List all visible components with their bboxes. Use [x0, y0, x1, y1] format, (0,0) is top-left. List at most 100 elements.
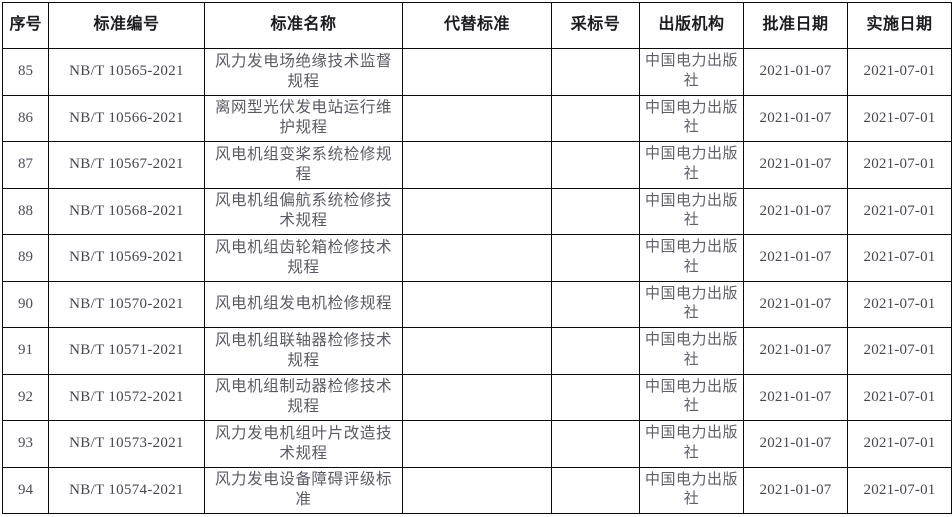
- cell-appr: 2021-01-07: [743, 373, 848, 421]
- cell-appr: 2021-01-07: [743, 94, 848, 142]
- cell-seq: 88: [2, 187, 49, 235]
- cell-code: NB/T 10566-2021: [48, 94, 205, 142]
- cell-adopt: [551, 280, 640, 328]
- cell-impl: 2021-07-01: [847, 234, 952, 282]
- cell-super: [402, 234, 552, 282]
- cell-code: NB/T 10569-2021: [48, 234, 205, 282]
- cell-impl: 2021-07-01: [847, 373, 952, 421]
- cell-appr: 2021-01-07: [743, 327, 848, 375]
- cell-seq: 87: [2, 141, 49, 189]
- cell-adopt: [551, 187, 640, 235]
- cell-super: [402, 280, 552, 328]
- cell-adopt: [551, 466, 640, 514]
- cell-impl: 2021-07-01: [847, 187, 952, 235]
- cell-pub: 中国电力出版社: [639, 327, 744, 375]
- table-row: 90 NB/T 10570-2021 风电机组发电机检修规程 中国电力出版社 2021-…: [2, 280, 952, 328]
- cell-seq: 85: [2, 48, 49, 96]
- cell-impl: 2021-07-01: [847, 466, 952, 514]
- table-row: 88 NB/T 10568-2021 风电机组偏航系统检修技术规程 中国电力出版社 20…: [2, 187, 952, 235]
- table-body: 85 NB/T 10565-2021 风力发电场绝缘技术监督规程 中国电力出版社 202…: [2, 48, 952, 514]
- cell-name: 风电机组联轴器检修技术规程: [204, 327, 403, 375]
- cell-super: [402, 48, 552, 96]
- cell-impl: 2021-07-01: [847, 48, 952, 96]
- cell-impl: 2021-07-01: [847, 327, 952, 375]
- cell-seq: 92: [2, 373, 49, 421]
- cell-pub: 中国电力出版社: [639, 466, 744, 514]
- cell-pub: 中国电力出版社: [639, 141, 744, 189]
- cell-impl: 2021-07-01: [847, 94, 952, 142]
- column-header-adopt: 采标号: [551, 2, 640, 49]
- cell-code: NB/T 10565-2021: [48, 48, 205, 96]
- table-row: 85 NB/T 10565-2021 风力发电场绝缘技术监督规程 中国电力出版社 202…: [2, 48, 952, 96]
- cell-adopt: [551, 327, 640, 375]
- table-row: 94 NB/T 10574-2021 风力发电设备障碍评级标准 中国电力出版社 2021…: [2, 466, 952, 514]
- column-header-pub: 出版机构: [639, 2, 744, 49]
- cell-name: 风电机组发电机检修规程: [204, 280, 403, 328]
- cell-adopt: [551, 234, 640, 282]
- cell-name: 风力发电设备障碍评级标准: [204, 466, 403, 514]
- cell-appr: 2021-01-07: [743, 280, 848, 328]
- cell-pub: 中国电力出版社: [639, 234, 744, 282]
- cell-seq: 89: [2, 234, 49, 282]
- cell-seq: 91: [2, 327, 49, 375]
- cell-code: NB/T 10570-2021: [48, 280, 205, 328]
- table-row: 89 NB/T 10569-2021 风电机组齿轮箱检修技术规程 中国电力出版社 202…: [2, 234, 952, 282]
- column-header-name: 标准名称: [204, 2, 403, 49]
- cell-pub: 中国电力出版社: [639, 187, 744, 235]
- cell-adopt: [551, 48, 640, 96]
- cell-code: NB/T 10573-2021: [48, 420, 205, 468]
- cell-pub: 中国电力出版社: [639, 373, 744, 421]
- cell-super: [402, 327, 552, 375]
- cell-code: NB/T 10574-2021: [48, 466, 205, 514]
- cell-appr: 2021-01-07: [743, 466, 848, 514]
- cell-seq: 93: [2, 420, 49, 468]
- column-header-appr: 批准日期: [743, 2, 848, 49]
- cell-appr: 2021-01-07: [743, 187, 848, 235]
- table-row: 92 NB/T 10572-2021 风电机组制动器检修技术规程 中国电力出版社 202…: [2, 373, 952, 421]
- table-row: 86 NB/T 10566-2021 离网型光伏发电站运行维护规程 中国电力出版社 20…: [2, 94, 952, 142]
- cell-impl: 2021-07-01: [847, 141, 952, 189]
- cell-appr: 2021-01-07: [743, 420, 848, 468]
- cell-super: [402, 187, 552, 235]
- cell-name: 风电机组制动器检修技术规程: [204, 373, 403, 421]
- column-header-super: 代替标准: [402, 2, 552, 49]
- cell-name: 风电机组变桨系统检修规程: [204, 141, 403, 189]
- cell-code: NB/T 10567-2021: [48, 141, 205, 189]
- cell-super: [402, 94, 552, 142]
- cell-adopt: [551, 373, 640, 421]
- table-row: 91 NB/T 10571-2021 风电机组联轴器检修技术规程 中国电力出版社 202…: [2, 327, 952, 375]
- cell-adopt: [551, 420, 640, 468]
- cell-super: [402, 420, 552, 468]
- cell-super: [402, 466, 552, 514]
- cell-pub: 中国电力出版社: [639, 48, 744, 96]
- cell-impl: 2021-07-01: [847, 420, 952, 468]
- table-row: 93 NB/T 10573-2021 风力发电机组叶片改造技术规程 中国电力出版社 20…: [2, 420, 952, 468]
- cell-super: [402, 373, 552, 421]
- cell-code: NB/T 10572-2021: [48, 373, 205, 421]
- column-header-impl: 实施日期: [847, 2, 952, 49]
- cell-appr: 2021-01-07: [743, 48, 848, 96]
- cell-adopt: [551, 141, 640, 189]
- cell-pub: 中国电力出版社: [639, 420, 744, 468]
- column-header-seq: 序号: [2, 2, 49, 49]
- cell-name: 风电机组偏航系统检修技术规程: [204, 187, 403, 235]
- column-header-code: 标准编号: [48, 2, 205, 49]
- cell-seq: 94: [2, 466, 49, 514]
- cell-pub: 中国电力出版社: [639, 94, 744, 142]
- cell-appr: 2021-01-07: [743, 234, 848, 282]
- cell-name: 风电机组齿轮箱检修技术规程: [204, 234, 403, 282]
- cell-appr: 2021-01-07: [743, 141, 848, 189]
- cell-super: [402, 141, 552, 189]
- cell-name: 离网型光伏发电站运行维护规程: [204, 94, 403, 142]
- cell-pub: 中国电力出版社: [639, 280, 744, 328]
- cell-name: 风力发电机组叶片改造技术规程: [204, 420, 403, 468]
- cell-name: 风力发电场绝缘技术监督规程: [204, 48, 403, 96]
- cell-seq: 90: [2, 280, 49, 328]
- cell-code: NB/T 10571-2021: [48, 327, 205, 375]
- table-row: 87 NB/T 10567-2021 风电机组变桨系统检修规程 中国电力出版社 2021…: [2, 141, 952, 189]
- cell-adopt: [551, 94, 640, 142]
- table-header-row: 序号 标准编号 标准名称 代替标准 采标号 出版机构 批准日期 实施日期: [2, 2, 952, 49]
- cell-code: NB/T 10568-2021: [48, 187, 205, 235]
